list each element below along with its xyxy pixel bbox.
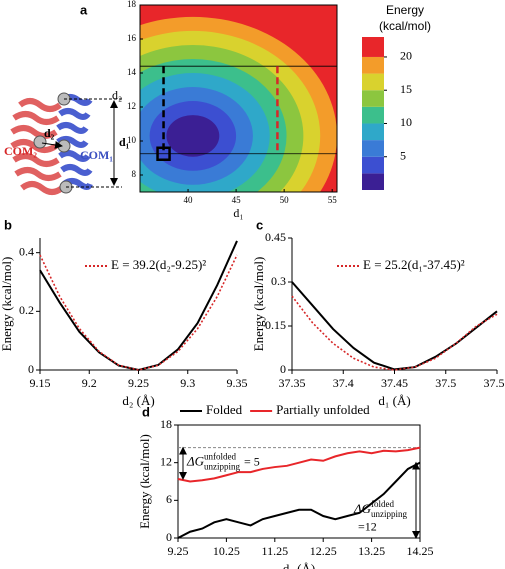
x-tick-label: 12.25: [310, 544, 337, 558]
legend-label: Partially unfolded: [276, 402, 370, 417]
x-tick-label: 9.25: [128, 376, 149, 390]
x-tick-label: 37.4: [333, 376, 354, 390]
annotation-superscript: folded: [371, 499, 394, 509]
x-tick-label: 10.25: [213, 544, 240, 558]
series-line: [177, 446, 421, 483]
annotation: ΔGunfolded unzipping = 5: [186, 452, 260, 472]
panel-label: c: [256, 217, 263, 232]
y-tick-label: 16: [127, 33, 137, 43]
x-axis-label: d₂ (Å): [122, 393, 154, 408]
y-tick-label: 0.45: [265, 230, 286, 244]
colorbar-tick-label: 5: [400, 148, 406, 162]
y-tick-label: 6: [166, 492, 172, 506]
annotation-superscript: unfolded: [204, 452, 236, 462]
y-tick-label: 12: [127, 101, 136, 111]
x-tick-label: 9.2: [82, 376, 97, 390]
x-tick-label: 9.15: [30, 376, 51, 390]
annotation-subscript: unzipping: [204, 462, 240, 472]
colorbar-segment: [362, 37, 384, 57]
colorbar-segment: [362, 106, 384, 124]
x-tick-label: 14.25: [407, 544, 434, 558]
x-tick-label: 37.45: [381, 376, 408, 390]
colorbar-segment: [362, 173, 384, 190]
illustration-label: d₁: [119, 135, 130, 149]
contour-plot: [140, 5, 337, 192]
x-tick-label: 37.5: [435, 376, 456, 390]
plot-frame: [139, 4, 338, 193]
y-axis-label: Energy (kcal/mol): [0, 257, 14, 352]
y-tick-label: 0.2: [19, 303, 34, 317]
y-axis-label: d₂: [112, 88, 122, 102]
illustration-label: d₂: [44, 126, 55, 140]
annotation-subscript: unzipping: [371, 509, 407, 519]
annotation-value: = 5: [244, 454, 260, 468]
legend-label: E = 25.2(d₁-37.45)²: [363, 257, 465, 272]
y-tick-label: 14: [127, 67, 137, 77]
x-axis-label: d₁: [233, 206, 243, 220]
x-tick-label: 50: [280, 195, 290, 205]
colorbar-segment: [362, 90, 384, 107]
atom: [33, 135, 47, 149]
colorbar-tick-label: 15: [400, 82, 412, 96]
colorbar-segment: [362, 123, 384, 141]
contour-level: [166, 115, 220, 157]
colorbar-title: Energy: [386, 3, 424, 17]
marker: [156, 146, 171, 161]
y-tick-label: 0: [280, 362, 286, 376]
legend-label: Folded: [206, 402, 243, 417]
colorbar-tick-label: 10: [400, 115, 412, 129]
x-tick-label: 9.35: [227, 376, 248, 390]
y-tick-label: 0: [28, 362, 34, 376]
series-line: [177, 461, 421, 539]
y-tick-label: 18: [160, 417, 172, 431]
plot-frame: [177, 424, 421, 539]
distance-arrow: [41, 141, 63, 149]
annotation-symbol: ΔG: [186, 454, 205, 469]
series-line: [291, 281, 498, 371]
series-line: [291, 295, 498, 371]
series-line: [39, 254, 238, 371]
y-tick-label: 0: [166, 530, 172, 544]
y-axis-label: Energy (kcal/mol): [137, 434, 152, 529]
protein-illustration: COM₂ d₂ COM₁ d₁: [4, 92, 130, 195]
y-tick-label: 18: [127, 0, 137, 9]
x-tick-label: 45: [232, 195, 242, 205]
colorbar-title: (kcal/mol): [379, 19, 431, 33]
y-tick-label: 10: [127, 135, 137, 145]
x-tick-label: 9.3: [180, 376, 195, 390]
helix-blue: [56, 94, 93, 190]
annotation-symbol: ΔG: [353, 501, 372, 516]
x-tick-label: 13.25: [358, 544, 385, 558]
colorbar-segment: [362, 73, 384, 91]
y-tick-label: 8: [132, 169, 137, 179]
y-tick-label: 0.4: [19, 244, 34, 258]
illustration-label: COM₂: [4, 144, 37, 158]
y-tick-label: 0.15: [265, 318, 286, 332]
x-axis-label: d₁ (Å): [378, 393, 410, 408]
y-tick-label: 0.3: [271, 274, 286, 288]
illustration-label: COM₁: [80, 148, 113, 162]
colorbar-segment: [362, 156, 384, 174]
x-axis-label: d₂ (Å): [283, 561, 315, 569]
x-tick-label: 55: [328, 195, 338, 205]
helix-red: [10, 98, 64, 195]
x-tick-label: 11.25: [262, 544, 289, 558]
panel-label: b: [4, 217, 12, 232]
x-tick-label: 37.55: [484, 376, 505, 390]
x-tick-label: 9.25: [168, 544, 189, 558]
colorbar-segment: [362, 56, 384, 74]
series-line: [39, 240, 238, 372]
x-tick-label: 40: [184, 195, 194, 205]
legend-label: E = 39.2(d₂-9.25)²: [111, 257, 206, 272]
annotation: ΔGfolded unzipping: [353, 499, 408, 519]
annotation-value: =12: [358, 520, 377, 534]
panel-label: a: [80, 2, 88, 17]
y-tick-label: 12: [160, 454, 172, 468]
panel-label: d: [142, 404, 150, 419]
colorbar-segment: [362, 140, 384, 157]
y-axis-label: Energy (kcal/mol): [251, 257, 266, 352]
colorbar-tick-label: 20: [400, 49, 412, 63]
x-tick-label: 37.35: [279, 376, 306, 390]
